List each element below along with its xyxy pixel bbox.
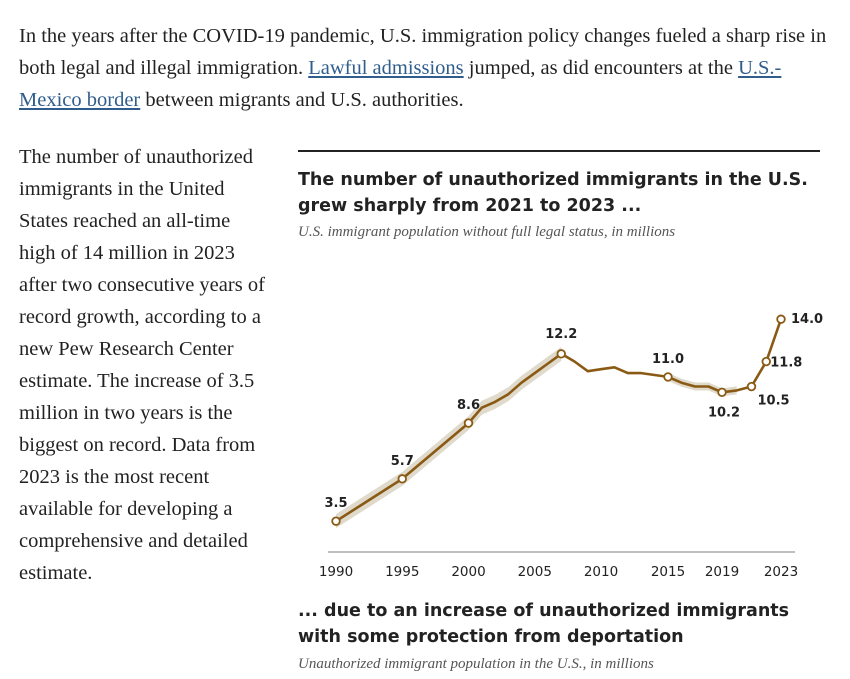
lawful-admissions-link[interactable]: Lawful admissions: [308, 57, 464, 79]
x-tick-1990: 1990: [319, 564, 353, 580]
data-point-2022: [761, 356, 771, 367]
next-chart-subtitle: Unauthorized immigrant population in the…: [298, 656, 654, 672]
intro-text-1: In the years after the COVID-19 pandemic…: [19, 25, 827, 79]
line-chart: 3.5 5.7 8.6 12.2 11.0 10.2 10.5 11.8 14.0 1990 199…: [319, 312, 823, 580]
chart-subtitle: U.S. immigrant population without full l…: [298, 224, 676, 240]
x-tick-2015: 2015: [651, 564, 685, 580]
data-point-2023: [776, 314, 786, 324]
data-label-2007: 12.2: [545, 327, 577, 342]
data-label-2015: 11.0: [652, 352, 684, 367]
data-point-1990: [331, 516, 341, 526]
x-tick-2000: 2000: [451, 564, 485, 580]
x-tick-2019: 2019: [705, 564, 739, 580]
intro-text-2: jumped, as did encounters at the: [463, 57, 739, 79]
data-label-1990: 3.5: [324, 496, 347, 511]
x-tick-2023: 2023: [764, 564, 798, 580]
x-tick-2005: 2005: [518, 564, 552, 580]
data-label-2000: 8.6: [457, 398, 480, 413]
data-point-2007: [556, 349, 566, 359]
data-point-2000: [463, 418, 474, 428]
data-point-2015: [663, 372, 673, 382]
next-chart-title: ... due to an increase of unauthorized i…: [298, 601, 790, 647]
x-tick-1995: 1995: [385, 564, 419, 580]
data-point-1995: [397, 474, 407, 484]
intro-paragraph: In the years after the COVID-19 pandemic…: [19, 20, 834, 116]
chart-top-rule: [298, 150, 820, 152]
data-label-2022: 11.8: [770, 356, 802, 371]
data-label-2021: 10.5: [758, 394, 790, 409]
data-point-2019: [717, 387, 727, 398]
sidebar-paragraph: The number of unauthorized immigrants in…: [19, 146, 265, 584]
x-tick-2010: 2010: [584, 564, 618, 580]
chart-title: The number of unauthorized immigrants in…: [298, 170, 808, 216]
data-label-1995: 5.7: [391, 454, 414, 469]
uncertainty-band: [336, 346, 562, 529]
data-label-2023: 14.0: [791, 312, 823, 327]
chart-figure: The number of unauthorized immigrants in…: [298, 150, 823, 679]
data-point-2021: [746, 381, 757, 392]
data-label-2019: 10.2: [708, 405, 740, 420]
intro-text-3: between migrants and U.S. authorities.: [140, 89, 464, 111]
border-link[interactable]: U.S.-Mexico border: [19, 57, 782, 111]
